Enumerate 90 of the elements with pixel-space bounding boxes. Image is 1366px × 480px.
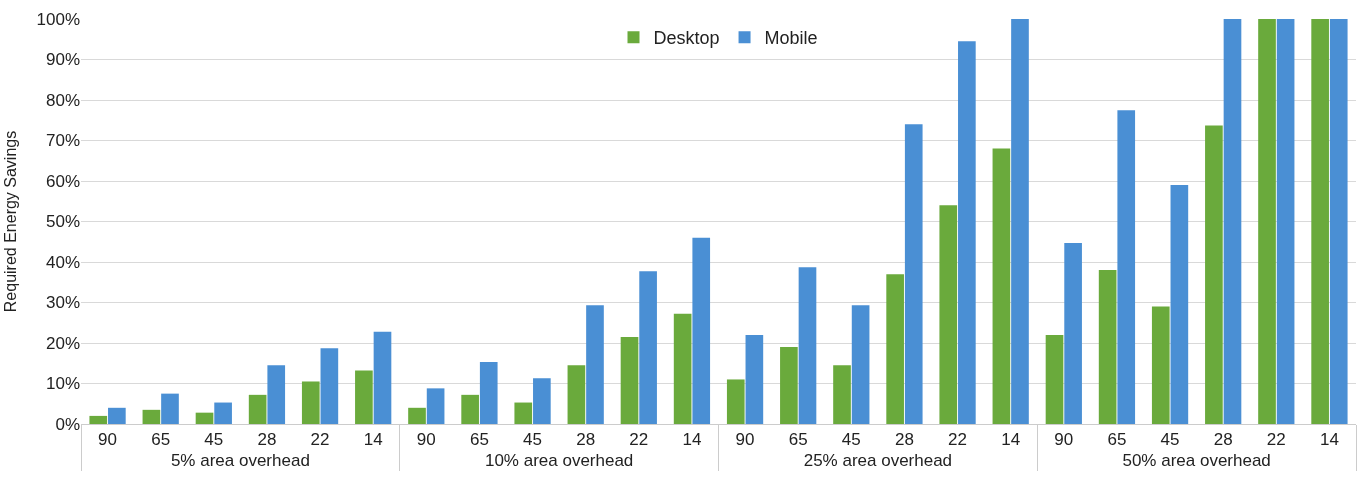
x-tick-label: 65 <box>1107 430 1127 450</box>
y-tick-label: 50% <box>45 212 80 232</box>
bar <box>533 378 551 424</box>
x-tick-label: 90 <box>416 430 436 450</box>
x-tick-label: 14 <box>1319 430 1339 450</box>
x-tick-label: 45 <box>1160 430 1180 450</box>
bar <box>355 370 373 424</box>
bar <box>408 407 426 424</box>
text: 10% area overhead <box>484 451 634 471</box>
bar <box>833 365 851 424</box>
bar <box>1329 19 1348 424</box>
y-tick-label: 80% <box>45 90 80 110</box>
x-tick-label: 28 <box>894 430 914 450</box>
y-tick-label: 70% <box>45 131 80 151</box>
bar <box>851 305 870 424</box>
x-tick-label: 45 <box>523 430 543 450</box>
x-tick-label: 22 <box>310 430 330 450</box>
y-tick-label: 10% <box>45 374 80 394</box>
bar <box>1311 19 1329 424</box>
bar <box>1117 110 1136 424</box>
bar <box>479 362 498 424</box>
x-tick-label: 14 <box>1001 430 1021 450</box>
text: 25% area overhead <box>803 451 953 471</box>
x-tick-label: 28 <box>1213 430 1233 450</box>
x-tick-label: 22 <box>629 430 649 450</box>
y-tick-label: 60% <box>45 171 80 191</box>
bar <box>567 365 586 424</box>
bar <box>780 347 798 424</box>
bar <box>886 274 904 424</box>
bar <box>1011 19 1029 424</box>
x-tick-label: 65 <box>788 430 808 450</box>
x-tick-label: 14 <box>363 430 383 450</box>
text: 5% area overhead <box>170 451 310 471</box>
x-tick-label: 65 <box>469 430 489 450</box>
bar <box>514 402 533 424</box>
text: 50% area overhead <box>1122 451 1271 471</box>
y-axis-title: Required Energy Savings <box>2 130 20 313</box>
bar <box>1170 185 1189 424</box>
bar <box>1098 270 1117 424</box>
bar <box>320 348 339 424</box>
y-tick-label: 40% <box>45 252 80 272</box>
bar <box>1064 242 1082 424</box>
bar <box>161 393 179 424</box>
x-tick-label: 45 <box>204 430 224 450</box>
bar <box>267 365 286 424</box>
legend-label: Mobile <box>764 28 818 49</box>
bar <box>992 148 1011 424</box>
bar <box>195 412 214 424</box>
bar <box>1276 19 1295 424</box>
x-tick-label: 28 <box>257 430 277 450</box>
bar <box>89 415 108 424</box>
bar <box>620 336 639 424</box>
bar <box>1045 334 1064 424</box>
x-tick-label: 90 <box>1054 430 1074 450</box>
x-tick-label: 45 <box>841 430 861 450</box>
x-tick-label: 90 <box>735 430 755 450</box>
x-tick-label: 90 <box>98 430 118 450</box>
bar <box>108 407 126 424</box>
bar <box>461 394 479 424</box>
bar <box>301 381 320 424</box>
bar <box>692 237 711 424</box>
x-tick-label: 14 <box>682 430 702 450</box>
x-tick-label: 22 <box>1266 430 1286 450</box>
bar <box>214 402 232 424</box>
bar <box>142 409 161 424</box>
bar <box>426 388 445 424</box>
bar <box>958 41 976 424</box>
legend-label: Desktop <box>653 28 720 49</box>
bar <box>586 305 604 424</box>
bar <box>745 334 764 424</box>
bar <box>1205 125 1223 424</box>
bar <box>248 394 267 424</box>
y-tick-label: 90% <box>45 50 80 70</box>
bar <box>1151 306 1170 424</box>
x-tick-label: 65 <box>151 430 171 450</box>
x-tick-label: 22 <box>948 430 968 450</box>
bar <box>373 331 392 424</box>
y-tick-label: 30% <box>45 293 80 313</box>
bar <box>939 205 958 424</box>
bar <box>726 379 745 424</box>
bar <box>1223 19 1242 424</box>
bar <box>904 124 923 424</box>
x-tick-label: 28 <box>576 430 596 450</box>
y-tick-label: 0% <box>55 414 80 434</box>
bar <box>639 271 657 424</box>
y-tick-label: 20% <box>45 333 80 353</box>
bar <box>798 267 817 424</box>
y-tick-label: 100% <box>36 9 80 29</box>
bar <box>1258 19 1276 424</box>
bar <box>673 313 692 424</box>
